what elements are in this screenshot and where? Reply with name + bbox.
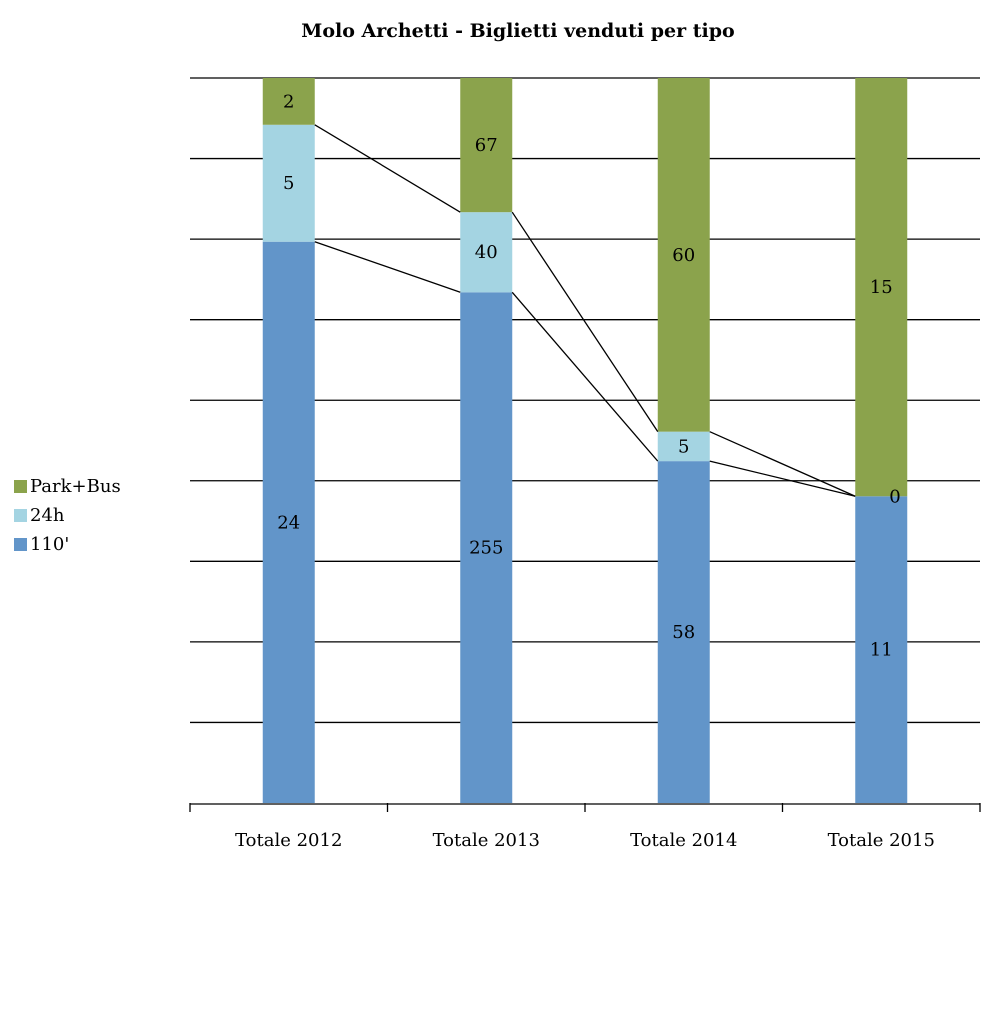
series-lines <box>314 124 856 497</box>
bar-24h-totale-2013 <box>460 212 513 293</box>
series-line-24h <box>709 431 856 497</box>
legend: Park+Bus 24h 110' <box>14 476 121 555</box>
series-line-24h <box>511 211 659 433</box>
bars <box>262 78 908 804</box>
data-label-110-totale-2012: 24 <box>277 512 300 533</box>
bar-park-bus-totale-2015 <box>855 78 908 497</box>
bar-park-bus-totale-2014 <box>657 78 710 432</box>
legend-swatch-110 <box>14 538 27 551</box>
x-tick-label-totale-2012: Totale 2012 <box>235 830 342 851</box>
legend-label-24h: 24h <box>30 505 65 526</box>
data-label-park-bus-totale-2013: 67 <box>475 135 498 156</box>
bar-park-bus-totale-2012 <box>262 78 315 125</box>
series-line-110 <box>314 241 461 293</box>
data-label-24h-totale-2015: 0 <box>889 486 900 507</box>
gridlines <box>190 77 980 724</box>
bar-24h-totale-2012 <box>262 124 315 242</box>
series-line-110 <box>511 291 659 462</box>
x-tick-label-totale-2013: Totale 2013 <box>433 830 540 851</box>
bar-110-totale-2012 <box>262 241 315 804</box>
data-label-park-bus-totale-2012: 2 <box>283 91 294 112</box>
data-labels: 24 5 2 255 40 67 58 5 60 11 0 15 <box>277 91 900 660</box>
x-tick-label-totale-2015: Totale 2015 <box>828 830 935 851</box>
data-label-park-bus-totale-2014: 60 <box>672 245 695 266</box>
legend-label-park-bus: Park+Bus <box>30 476 121 497</box>
bar-110-totale-2015 <box>855 496 908 803</box>
bar-24h-totale-2014 <box>657 431 710 462</box>
data-label-24h-totale-2014: 5 <box>678 436 689 457</box>
x-tick-label-totale-2014: Totale 2014 <box>630 830 737 851</box>
data-label-110-totale-2015: 11 <box>870 640 893 661</box>
series-line-110 <box>709 460 856 497</box>
data-label-24h-totale-2013: 40 <box>475 242 498 263</box>
chart-title: Molo Archetti - Biglietti venduti per ti… <box>301 20 734 42</box>
legend-label-110: 110' <box>30 534 69 555</box>
bar-110-totale-2014 <box>657 461 710 803</box>
legend-swatch-park-bus <box>14 480 27 493</box>
bar-110-totale-2013 <box>460 292 513 803</box>
legend-swatch-24h <box>14 509 27 522</box>
data-label-110-totale-2014: 58 <box>672 622 695 643</box>
data-label-110-totale-2013: 255 <box>469 538 503 559</box>
series-line-24h <box>314 124 461 213</box>
x-axis: Totale 2012 Totale 2013 Totale 2014 Totale … <box>189 803 981 851</box>
data-label-park-bus-totale-2015: 15 <box>870 277 893 298</box>
bar-park-bus-totale-2013 <box>460 78 513 213</box>
data-label-24h-totale-2012: 5 <box>283 173 294 194</box>
